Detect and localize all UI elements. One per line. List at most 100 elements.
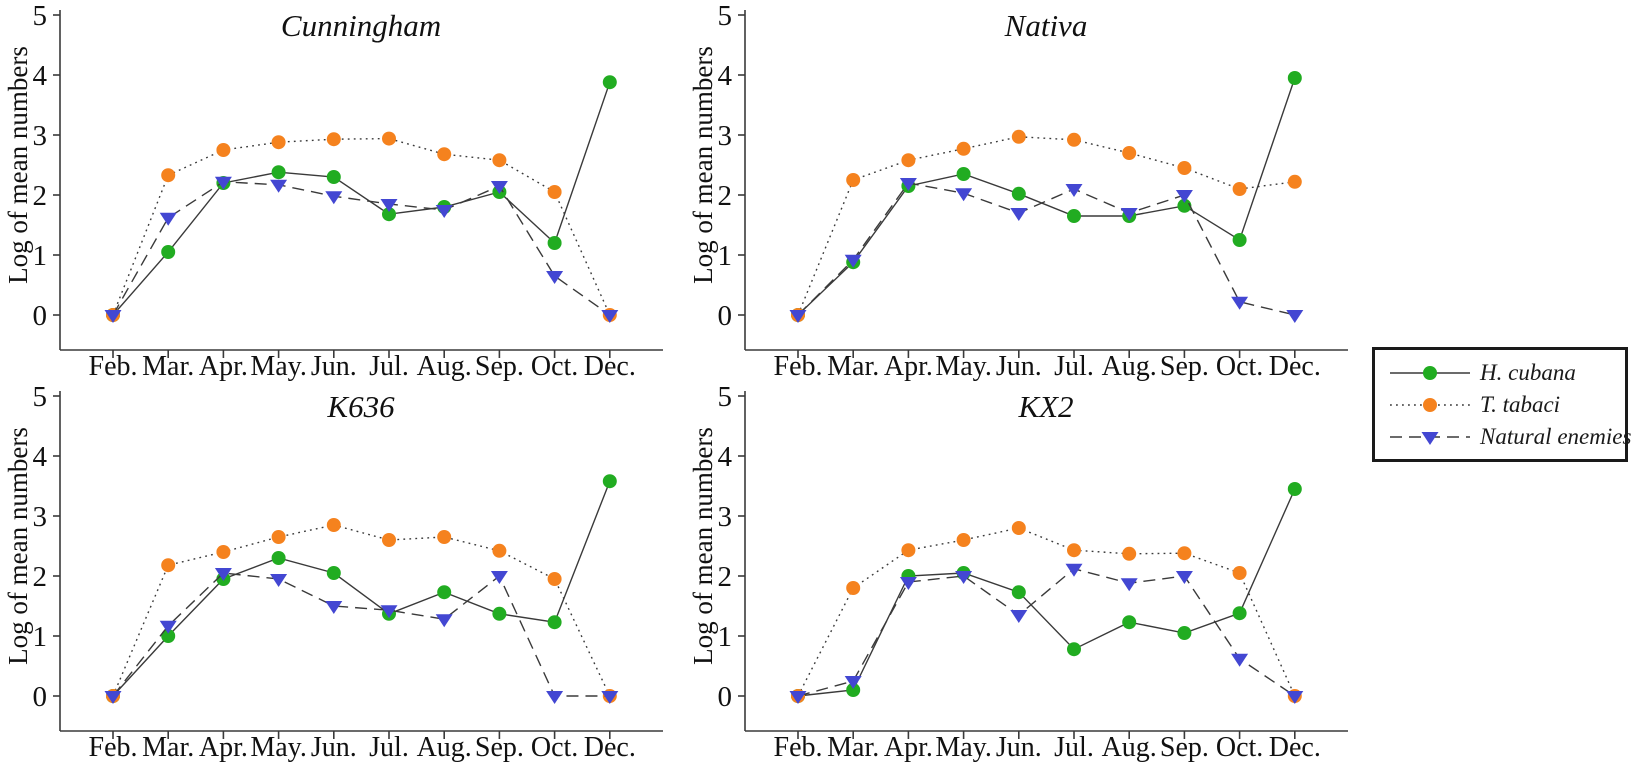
marker-t-tabaci-icon [547, 185, 562, 199]
series-line-t-tabaci [112, 524, 611, 697]
y-axis-title: Log of mean numbers [688, 427, 718, 665]
marker-natural-enemies-icon [1010, 610, 1028, 623]
x-tick-label: Sep. [1160, 351, 1209, 381]
marker-natural-enemies-icon [270, 179, 288, 193]
marker-h-cubana-icon [1067, 642, 1081, 657]
marker-natural-enemies-icon [380, 199, 398, 212]
series-natural-enemies [104, 568, 619, 704]
x-tick-label: Apr. [884, 732, 933, 762]
x-tick-label: Mar. [827, 351, 879, 381]
y-tick-label: 0 [33, 681, 48, 713]
chart-panel-cunningham: 0 1 2 3 4 5 Feb. Mar. Apr. May. Jun. Jul. Aug. Sep. Oc… [0, 0, 685, 381]
x-tick-label: Feb. [774, 351, 823, 381]
y-axis-title: Log of mean numbers [3, 46, 33, 284]
x-tick-label: Apr. [884, 351, 933, 381]
x-tick-label: Aug. [417, 732, 472, 762]
marker-h-cubana-icon [437, 585, 452, 600]
marker-h-cubana-icon [1232, 606, 1247, 621]
marker-natural-enemies-icon [1231, 296, 1249, 310]
marker-t-tabaci-icon [1122, 146, 1137, 160]
marker-natural-enemies-icon [789, 691, 807, 704]
marker-h-cubana-icon [1067, 209, 1081, 223]
x-tick-label: Aug. [417, 351, 472, 381]
marker-h-cubana-icon [956, 167, 971, 181]
marker-natural-enemies-icon [1175, 190, 1193, 203]
marker-t-tabaci-icon [956, 141, 971, 156]
marker-natural-enemies-icon [1065, 563, 1083, 577]
legend-label-natural-enemies: Natural enemies [1480, 423, 1632, 449]
marker-t-tabaci-icon [1011, 129, 1026, 144]
x-tick-label: Feb. [89, 351, 138, 381]
x-tick-label: Jul. [369, 351, 409, 381]
series-natural-enemies [104, 176, 619, 323]
marker-h-cubana-icon [492, 606, 507, 621]
y-tick-label: 4 [33, 60, 48, 92]
x-tick-label: Jun. [311, 732, 357, 762]
marker-t-tabaci-icon [271, 135, 286, 150]
marker-natural-enemies-icon [1120, 578, 1138, 592]
y-axis: 0 1 2 3 4 5 [33, 0, 61, 350]
x-tick-label: Jul. [369, 732, 409, 762]
panel-title: Cunningham [281, 8, 441, 43]
series-line-h-cubana [112, 81, 611, 316]
marker-natural-enemies-icon [435, 205, 453, 218]
marker-natural-enemies-icon [159, 620, 177, 634]
marker-t-tabaci-icon [382, 131, 396, 146]
legend: H. cubana T. tabaci Natural enemies [1372, 347, 1631, 462]
x-tick-label: Jun. [996, 351, 1042, 381]
line-chart-k636: 0 1 2 3 4 5 Feb. Mar. Apr. May. Jun. Jul. Aug. Sep. Oc… [3, 381, 663, 762]
series-line-h-cubana [797, 488, 1296, 697]
marker-h-cubana-icon [602, 75, 617, 90]
series-h-cubana [106, 474, 617, 703]
marker-t-tabaci-icon [326, 132, 341, 147]
x-tick-label: Mar. [827, 732, 879, 762]
series-natural-enemies [789, 178, 1304, 323]
marker-h-cubana-icon [382, 207, 396, 222]
series-line-h-cubana [797, 77, 1296, 316]
y-tick-label: 1 [718, 621, 733, 653]
chart-panel-nativa: 0 1 2 3 4 5 Feb. Mar. Apr. May. Jun. Jul. Aug. Sep. Oc… [685, 0, 1370, 381]
marker-natural-enemies-icon [1120, 208, 1138, 221]
marker-natural-enemies-icon [380, 605, 398, 619]
marker-h-cubana-icon [602, 474, 617, 489]
line-chart-kx2: 0 1 2 3 4 5 Feb. Mar. Apr. May. Jun. Jul. Aug. Sep. Oc… [688, 381, 1348, 762]
x-tick-label: Oct. [1216, 351, 1263, 381]
x-tick-label: Dec. [1269, 732, 1321, 762]
series-line-natural-enemies [797, 182, 1295, 316]
marker-t-tabaci-icon [437, 147, 452, 162]
legend-item-natural-enemies: Natural enemies [1389, 424, 1631, 450]
x-tick-label: Feb. [89, 732, 138, 762]
marker-natural-enemies-icon [104, 310, 122, 323]
marker-h-cubana-icon [1177, 198, 1192, 213]
series-line-t-tabaci [797, 527, 1296, 697]
y-tick-label: 2 [718, 180, 733, 212]
y-tick-label: 2 [718, 561, 733, 593]
x-tick-label: Sep. [1160, 732, 1209, 762]
marker-t-tabaci-icon [1177, 161, 1192, 175]
series-h-cubana [106, 75, 617, 322]
x-tick-label: Dec. [1269, 351, 1321, 381]
panel-title: KX2 [1017, 389, 1073, 424]
marker-natural-enemies-icon [546, 271, 564, 284]
x-tick-label: Mar. [142, 351, 194, 381]
h-cubana-line-marker-icon [1390, 365, 1470, 380]
x-tick-label: Aug. [1102, 351, 1157, 381]
x-tick-label: Dec. [584, 732, 636, 762]
series-line-t-tabaci [112, 137, 611, 316]
marker-h-cubana-icon [1122, 615, 1137, 630]
y-tick-label: 4 [718, 60, 733, 92]
legend-item-h-cubana: H. cubana [1389, 360, 1625, 386]
y-tick-label: 4 [33, 441, 48, 473]
panel-title: K636 [326, 389, 395, 424]
x-tick-label: Aug. [1102, 732, 1157, 762]
x-tick-label: Oct. [1216, 732, 1263, 762]
x-axis: Feb. Mar. Apr. May. Jun. Jul. Aug. Sep. Oct. Dec. [745, 730, 1348, 762]
marker-h-cubana-icon [1287, 71, 1302, 85]
marker-h-cubana-icon [326, 170, 341, 184]
x-tick-label: May. [935, 732, 992, 762]
x-tick-label: May. [250, 351, 307, 381]
marker-h-cubana-icon [1232, 233, 1247, 247]
marker-t-tabaci-icon [161, 558, 176, 573]
marker-h-cubana-icon [1011, 585, 1026, 600]
x-tick-label: May. [250, 732, 307, 762]
